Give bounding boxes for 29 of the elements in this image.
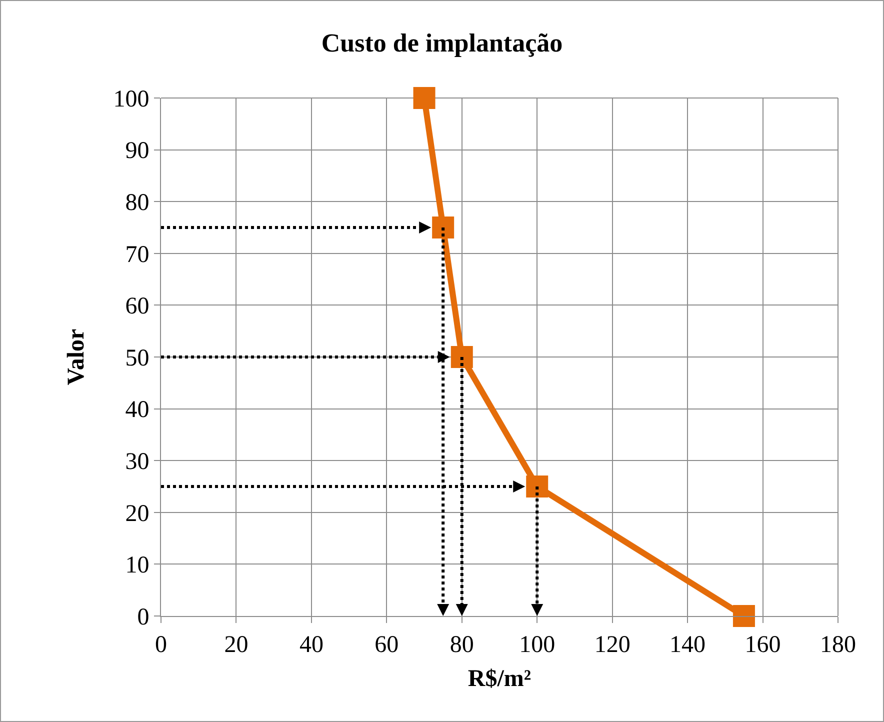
- y-tick-label: 10: [125, 552, 150, 579]
- chart-title: Custo de implantação: [321, 28, 563, 58]
- y-tick-label: 60: [125, 294, 150, 320]
- y-tick-label: 80: [125, 190, 150, 216]
- y-tick-label: 70: [125, 242, 150, 268]
- x-tick-label: 80: [450, 632, 474, 658]
- point: [413, 87, 436, 109]
- y-tick-label: 100: [113, 86, 150, 112]
- x-tick-label: 140: [670, 632, 706, 658]
- x-tick-label: 120: [594, 632, 630, 658]
- y-tick-label: 20: [125, 500, 150, 527]
- point: [450, 346, 473, 368]
- y-tick-label: 30: [125, 449, 150, 475]
- x-tick-label: 60: [374, 632, 399, 658]
- x-tick-label: 20: [224, 632, 248, 658]
- y-tick-label: 50: [125, 345, 150, 372]
- y-tick-label: 90: [125, 138, 150, 164]
- point: [432, 216, 454, 238]
- y-tick-label: 40: [125, 397, 150, 424]
- point: [732, 605, 755, 627]
- x-tick-label: 0: [155, 632, 167, 658]
- point: [526, 476, 548, 498]
- x-axis-title: R$/m²: [468, 666, 532, 692]
- y-axis-title: Valor: [63, 328, 90, 386]
- y-tick-label: 0: [137, 604, 150, 630]
- x-tick-label: 180: [820, 632, 856, 658]
- x-tick-label: 100: [519, 632, 556, 658]
- x-tick-label: 40: [299, 632, 324, 658]
- x-tick-label: 160: [744, 632, 781, 658]
